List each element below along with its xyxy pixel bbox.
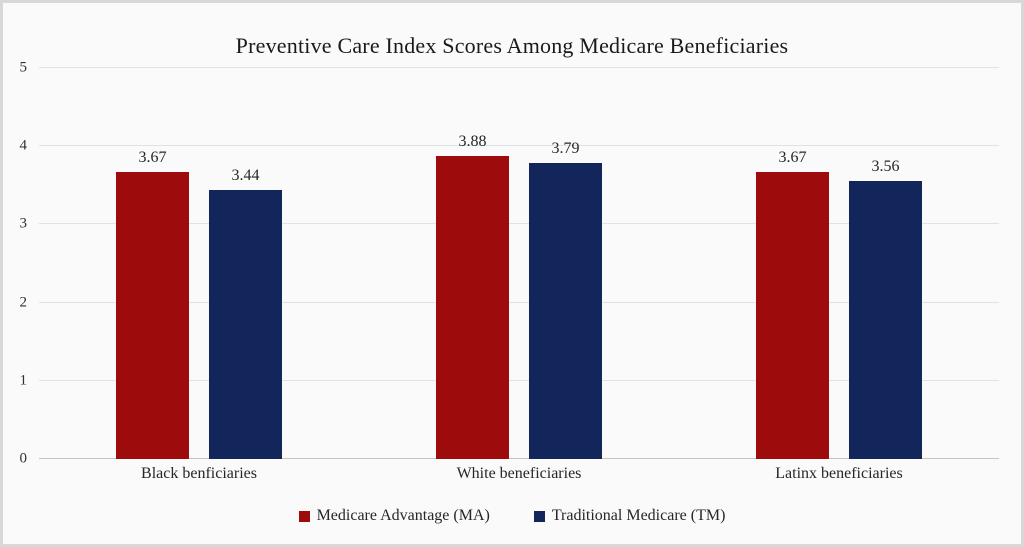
gridline: [39, 145, 999, 147]
y-tick-label: 2: [19, 294, 28, 311]
legend-swatch-icon: [533, 510, 545, 522]
gridline: [39, 301, 999, 303]
x-category-label: White beneficiaries: [456, 465, 582, 482]
category-group: 3.67 3.44: [39, 68, 359, 459]
bar-column: 3.88: [435, 68, 509, 459]
gridline: [39, 223, 999, 225]
y-tick-label: 3: [19, 215, 28, 232]
bar-value-label: 3.88: [458, 132, 487, 150]
y-tick-label: 4: [19, 137, 28, 154]
legend-item: Medicare Advantage (MA): [298, 507, 490, 525]
legend-item: Traditional Medicare (TM): [533, 507, 726, 525]
y-tick-label: 1: [19, 372, 28, 389]
x-category-label: Black benficiaries: [141, 465, 257, 482]
x-category-label: Latinx beneficiaries: [775, 465, 903, 482]
bar-value-label: 3.67: [778, 149, 807, 167]
bar-value-label: 3.67: [138, 149, 167, 167]
bar: [115, 172, 189, 459]
x-axis-labels: Black benficiaries White beneficiaries Lat…: [39, 465, 999, 483]
bar-column: 3.67: [755, 68, 829, 459]
legend-swatch-icon: [298, 510, 310, 522]
legend-label: Medicare Advantage (MA): [316, 507, 490, 524]
bar-column: 3.79: [528, 68, 602, 459]
bar-value-label: 3.56: [871, 157, 900, 175]
gridline: [39, 379, 999, 381]
legend-label: Traditional Medicare (TM): [551, 507, 726, 524]
category-group: 3.67 3.56: [679, 68, 999, 459]
bar-column: 3.67: [115, 68, 189, 459]
bar-value-label: 3.79: [551, 139, 580, 157]
bar: [435, 155, 509, 459]
bar-column: 3.56: [848, 68, 922, 459]
plot-area: 3.67 3.44 3.88 3.79 3.67 3.56: [39, 67, 999, 459]
x-axis-line: [39, 458, 999, 459]
gridline: [39, 67, 999, 68]
bar: [208, 190, 282, 459]
bar: [528, 162, 602, 459]
bar: [848, 180, 922, 459]
category-group: 3.88 3.79: [359, 68, 679, 459]
bar: [755, 172, 829, 459]
y-axis: 0 1 2 3 4 5: [3, 60, 31, 467]
legend: Medicare Advantage (MA) Traditional Medic…: [3, 507, 1021, 525]
chart-title: Preventive Care Index Scores Among Medic…: [235, 33, 789, 58]
y-tick-label: 0: [19, 450, 28, 467]
bar-column: 3.44: [208, 68, 282, 459]
bar-value-label: 3.44: [231, 167, 260, 184]
y-tick-label: 5: [19, 59, 28, 76]
